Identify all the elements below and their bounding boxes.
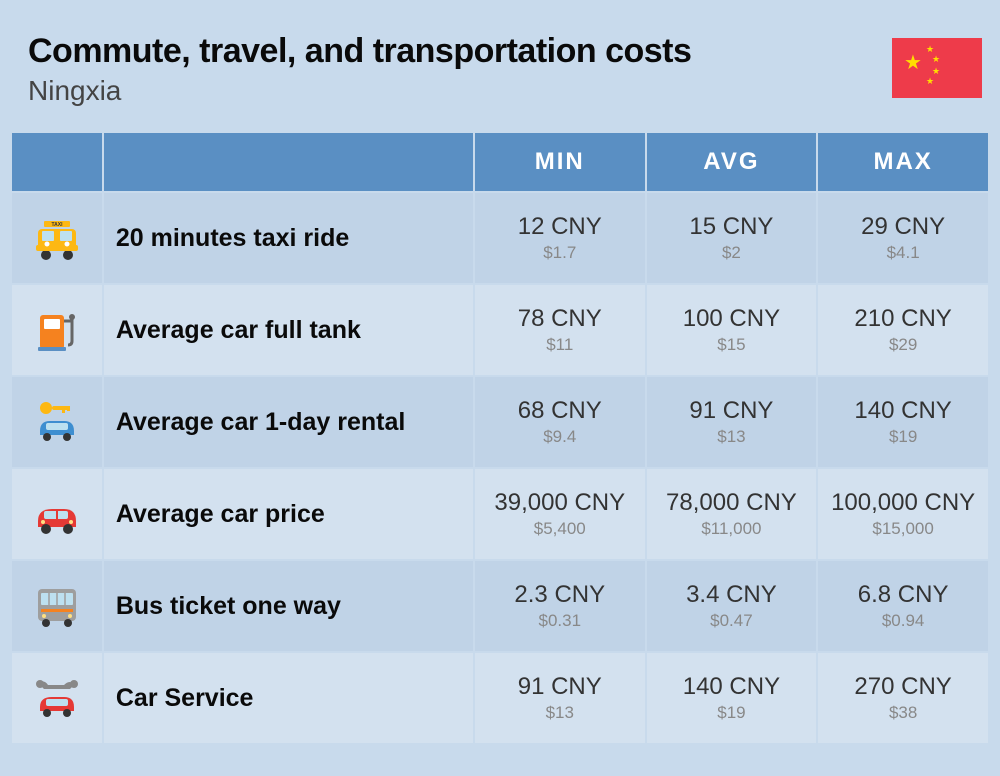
value-secondary: $15,000 (818, 519, 988, 539)
title-block: Commute, travel, and transportation cost… (28, 32, 691, 107)
value-secondary: $0.47 (647, 611, 817, 631)
cost-table: MIN AVG MAX 20 minutes taxi ride12 CNY$1… (10, 131, 990, 745)
value-secondary: $15 (647, 335, 817, 355)
value-primary: 15 CNY (647, 213, 817, 241)
bus-icon (12, 561, 102, 651)
value-secondary: $19 (818, 427, 988, 447)
table-header-row: MIN AVG MAX (12, 133, 988, 191)
value-secondary: $0.31 (475, 611, 645, 631)
table-row: Bus ticket one way2.3 CNY$0.313.4 CNY$0.… (12, 561, 988, 651)
page-title: Commute, travel, and transportation cost… (28, 32, 691, 71)
car-icon (12, 469, 102, 559)
cell-max: 270 CNY$38 (818, 653, 988, 743)
header-icon-col (12, 133, 102, 191)
header: Commute, travel, and transportation cost… (0, 0, 1000, 131)
value-primary: 140 CNY (647, 673, 817, 701)
cell-min: 2.3 CNY$0.31 (475, 561, 645, 651)
row-label: Average car price (104, 469, 473, 559)
header-avg: AVG (647, 133, 817, 191)
table-row: Average car 1-day rental68 CNY$9.491 CNY… (12, 377, 988, 467)
value-primary: 29 CNY (818, 213, 988, 241)
fuel-icon (12, 285, 102, 375)
cell-max: 100,000 CNY$15,000 (818, 469, 988, 559)
value-primary: 100,000 CNY (818, 489, 988, 517)
value-primary: 140 CNY (818, 397, 988, 425)
cell-max: 140 CNY$19 (818, 377, 988, 467)
value-primary: 91 CNY (647, 397, 817, 425)
value-secondary: $11 (475, 335, 645, 355)
value-secondary: $13 (475, 703, 645, 723)
value-secondary: $0.94 (818, 611, 988, 631)
value-primary: 39,000 CNY (475, 489, 645, 517)
china-flag-icon: ★ ★ ★ ★ ★ (892, 38, 982, 98)
value-secondary: $38 (818, 703, 988, 723)
value-secondary: $11,000 (647, 519, 817, 539)
cell-min: 12 CNY$1.7 (475, 193, 645, 283)
value-primary: 100 CNY (647, 305, 817, 333)
value-secondary: $29 (818, 335, 988, 355)
value-primary: 78,000 CNY (647, 489, 817, 517)
value-primary: 12 CNY (475, 213, 645, 241)
page-subtitle: Ningxia (28, 75, 691, 107)
table-row: Average car price39,000 CNY$5,40078,000 … (12, 469, 988, 559)
row-label: Average car full tank (104, 285, 473, 375)
cell-avg: 91 CNY$13 (647, 377, 817, 467)
table-row: 20 minutes taxi ride12 CNY$1.715 CNY$229… (12, 193, 988, 283)
row-label: Average car 1-day rental (104, 377, 473, 467)
header-min: MIN (475, 133, 645, 191)
cell-max: 210 CNY$29 (818, 285, 988, 375)
value-primary: 3.4 CNY (647, 581, 817, 609)
row-label: Car Service (104, 653, 473, 743)
value-primary: 2.3 CNY (475, 581, 645, 609)
value-secondary: $4.1 (818, 243, 988, 263)
table-row: Average car full tank78 CNY$11100 CNY$15… (12, 285, 988, 375)
service-icon (12, 653, 102, 743)
value-primary: 91 CNY (475, 673, 645, 701)
cell-max: 6.8 CNY$0.94 (818, 561, 988, 651)
taxi-icon (12, 193, 102, 283)
cell-min: 91 CNY$13 (475, 653, 645, 743)
cell-avg: 3.4 CNY$0.47 (647, 561, 817, 651)
value-primary: 6.8 CNY (818, 581, 988, 609)
cell-avg: 100 CNY$15 (647, 285, 817, 375)
value-secondary: $13 (647, 427, 817, 447)
value-secondary: $19 (647, 703, 817, 723)
value-secondary: $9.4 (475, 427, 645, 447)
cell-min: 78 CNY$11 (475, 285, 645, 375)
value-secondary: $2 (647, 243, 817, 263)
value-primary: 210 CNY (818, 305, 988, 333)
value-primary: 68 CNY (475, 397, 645, 425)
value-primary: 270 CNY (818, 673, 988, 701)
row-label: 20 minutes taxi ride (104, 193, 473, 283)
cell-avg: 78,000 CNY$11,000 (647, 469, 817, 559)
table-row: Car Service91 CNY$13140 CNY$19270 CNY$38 (12, 653, 988, 743)
cell-avg: 140 CNY$19 (647, 653, 817, 743)
rental-icon (12, 377, 102, 467)
cell-avg: 15 CNY$2 (647, 193, 817, 283)
row-label: Bus ticket one way (104, 561, 473, 651)
header-label-col (104, 133, 473, 191)
value-primary: 78 CNY (475, 305, 645, 333)
cell-max: 29 CNY$4.1 (818, 193, 988, 283)
value-secondary: $5,400 (475, 519, 645, 539)
header-max: MAX (818, 133, 988, 191)
cell-min: 39,000 CNY$5,400 (475, 469, 645, 559)
value-secondary: $1.7 (475, 243, 645, 263)
cell-min: 68 CNY$9.4 (475, 377, 645, 467)
